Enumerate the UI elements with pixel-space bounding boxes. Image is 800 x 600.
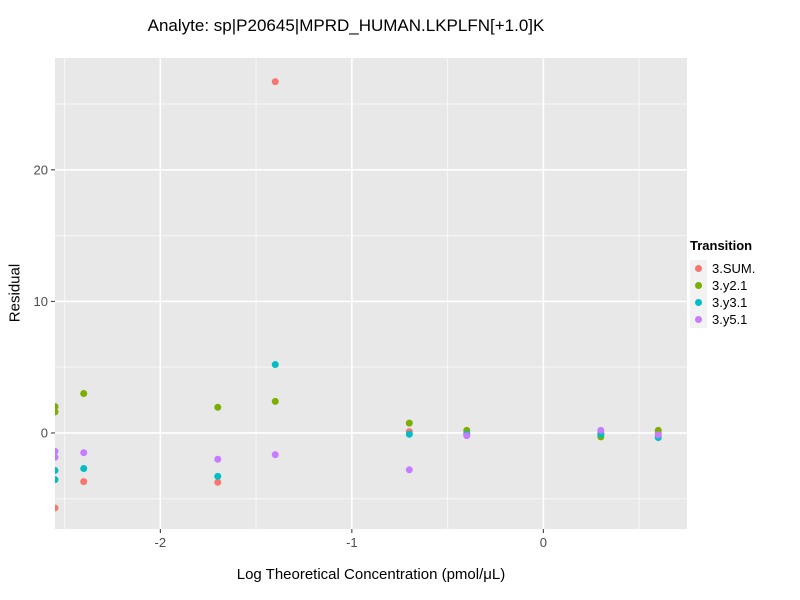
data-point (271, 78, 279, 86)
legend-title: Transition (690, 238, 753, 253)
x-tick-label: 0 (540, 535, 547, 550)
legend-point-icon (695, 265, 702, 272)
data-point (214, 472, 222, 480)
x-tick-label: -1 (346, 535, 358, 550)
legend-point-icon (695, 316, 702, 323)
points-layer (55, 78, 662, 512)
data-point (55, 453, 59, 461)
legend-key (690, 311, 707, 328)
series-3.y5.1 (55, 426, 662, 474)
data-point (405, 419, 413, 427)
data-point (80, 464, 88, 472)
data-point (55, 476, 59, 484)
data-point (214, 455, 222, 463)
data-point (80, 478, 88, 486)
data-point (405, 430, 413, 438)
data-point (80, 389, 88, 397)
legend-point-icon (695, 299, 702, 306)
legend-items: 3.SUM. 3.y2.1 3.y3.1 3.y5.1 (690, 260, 755, 328)
data-point (654, 431, 662, 439)
data-point (80, 449, 88, 457)
legend-item-3.y3.1: 3.y3.1 (690, 294, 755, 311)
legend-label: 3.SUM. (712, 261, 756, 276)
y-axis-title: Residual (6, 263, 24, 323)
plot-panel (55, 58, 687, 529)
legend-key (690, 277, 707, 294)
legend-label: 3.y3.1 (712, 295, 748, 310)
data-point (214, 403, 222, 411)
legend-label: 3.y5.1 (712, 312, 748, 327)
legend-point-icon (695, 282, 702, 289)
legend-key (690, 294, 707, 311)
data-point (55, 447, 59, 455)
legend-item-3.y2.1: 3.y2.1 (690, 277, 755, 294)
legend-label: 3.y2.1 (712, 278, 748, 293)
data-point (55, 504, 59, 512)
y-tick-label: 10 (34, 294, 48, 309)
data-point (463, 432, 471, 440)
data-point (55, 408, 59, 416)
data-point (405, 466, 413, 474)
legend-item-3.y5.1: 3.y5.1 (690, 311, 755, 328)
data-point (55, 403, 59, 411)
data-point (55, 466, 59, 474)
data-point (214, 478, 222, 486)
data-point (271, 451, 279, 459)
data-point (271, 397, 279, 405)
chart-title: Analyte: sp|P20645|MPRD_HUMAN.LKPLFN[+1.… (147, 16, 545, 35)
data-point (597, 426, 605, 434)
y-tick-label: 20 (34, 162, 48, 177)
x-tick-label: -2 (155, 535, 167, 550)
data-point (271, 361, 279, 369)
legend-key (690, 260, 707, 277)
x-axis-title: Log Theoretical Concentration (pmol/μL) (236, 566, 506, 583)
legend: Transition 3.SUM. 3.y2.1 3.y3.1 3.y5.1 (690, 238, 755, 328)
y-tick-label: 0 (41, 425, 48, 440)
legend-item-3.SUM.: 3.SUM. (690, 260, 755, 277)
